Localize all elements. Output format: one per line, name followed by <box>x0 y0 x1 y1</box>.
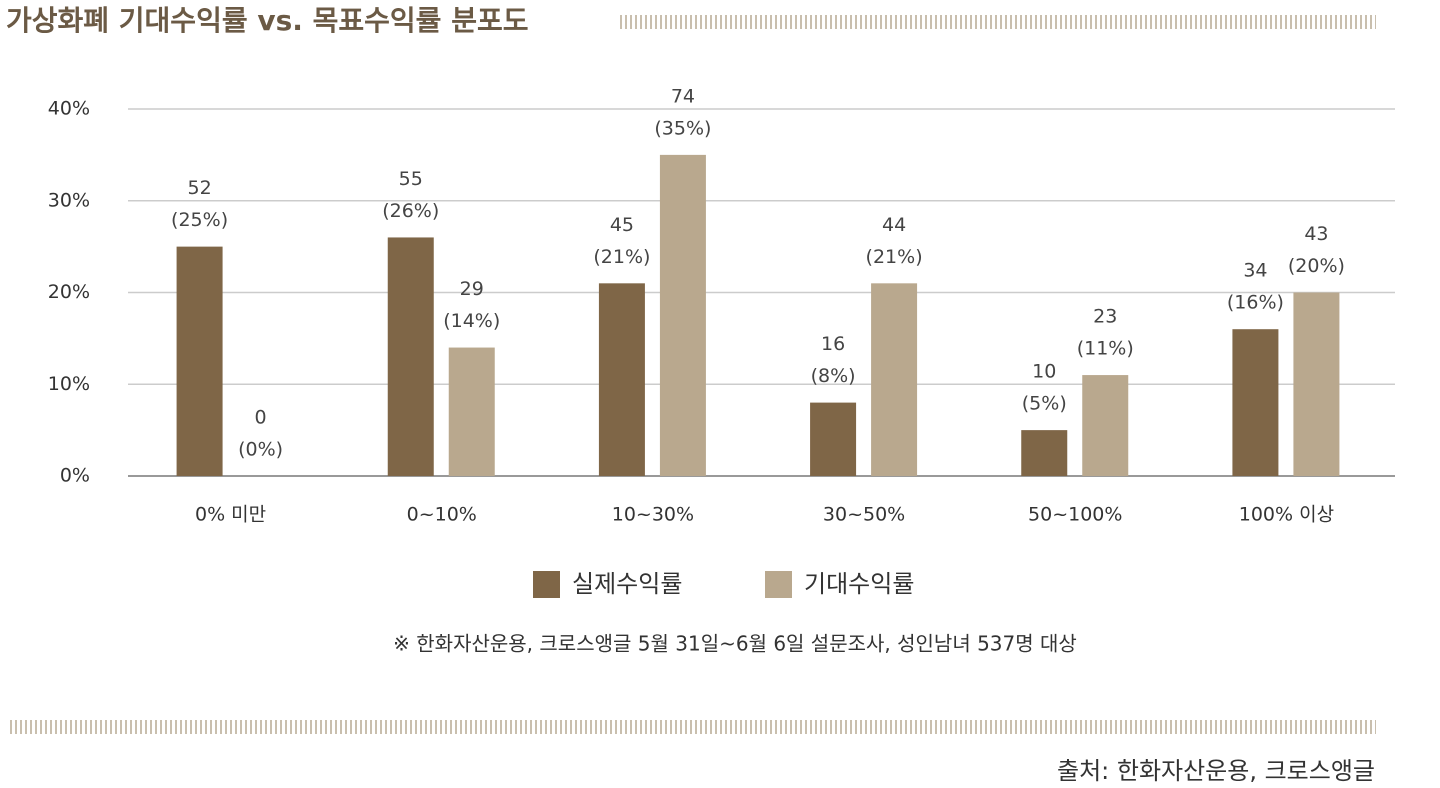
note: ※ 한화자산운용, 크로스앵글 5월 31일~6월 6일 설문조사, 성인남녀 … <box>393 632 1077 656</box>
legend-label: 기대수익률 <box>804 570 914 598</box>
count-label: 52 <box>187 177 211 199</box>
bar <box>176 246 223 476</box>
bar <box>810 402 857 476</box>
bottom-stripe <box>8 720 1376 734</box>
value-label: (25%) <box>171 209 228 231</box>
value-label: (21%) <box>593 246 650 268</box>
value-label: (8%) <box>811 365 856 387</box>
bar <box>598 283 645 476</box>
value-label: (5%) <box>1022 393 1067 415</box>
bar <box>1021 430 1068 476</box>
source: 출처: 한화자산운용, 크로스앵글 <box>1057 757 1375 785</box>
count-label: 10 <box>1032 361 1056 383</box>
bar <box>1232 329 1279 476</box>
count-label: 16 <box>821 333 845 355</box>
bar <box>659 154 706 476</box>
x-tick-label: 100% 이상 <box>1239 504 1334 526</box>
value-label: (11%) <box>1077 338 1134 360</box>
y-tick-label: 40% <box>48 98 90 120</box>
count-label: 0 <box>255 407 267 429</box>
value-label: (20%) <box>1288 255 1345 277</box>
count-label: 45 <box>610 214 634 236</box>
bar <box>448 347 495 476</box>
count-label: 34 <box>1243 260 1267 282</box>
y-tick-label: 0% <box>60 465 90 487</box>
y-tick-label: 30% <box>48 189 90 211</box>
x-tick-label: 0% 미만 <box>195 504 266 526</box>
chart-title: 가상화폐 기대수익률 vs. 목표수익률 분포도 <box>6 4 528 37</box>
x-tick-label: 30~50% <box>823 504 905 526</box>
bar <box>387 237 434 476</box>
legend-label: 실제수익률 <box>572 570 682 598</box>
count-label: 55 <box>399 168 423 190</box>
legend-swatch <box>765 571 792 598</box>
count-label: 43 <box>1304 223 1328 245</box>
value-label: (21%) <box>866 246 923 268</box>
count-label: 74 <box>671 85 695 107</box>
bar <box>871 283 918 476</box>
value-label: (16%) <box>1227 292 1284 314</box>
x-tick-label: 50~100% <box>1028 504 1122 526</box>
count-label: 29 <box>460 278 484 300</box>
bar <box>1293 292 1340 476</box>
count-label: 23 <box>1093 306 1117 328</box>
y-tick-label: 10% <box>48 373 90 395</box>
y-tick-label: 20% <box>48 281 90 303</box>
bar <box>1082 375 1129 476</box>
x-tick-label: 0~10% <box>407 504 477 526</box>
x-tick-label: 10~30% <box>612 504 694 526</box>
value-label: (26%) <box>382 200 439 222</box>
legend-swatch <box>533 571 560 598</box>
value-label: (35%) <box>654 117 711 139</box>
value-label: (14%) <box>443 310 500 332</box>
title-stripe <box>618 15 1376 29</box>
value-label: (0%) <box>238 439 283 461</box>
count-label: 44 <box>882 214 906 236</box>
